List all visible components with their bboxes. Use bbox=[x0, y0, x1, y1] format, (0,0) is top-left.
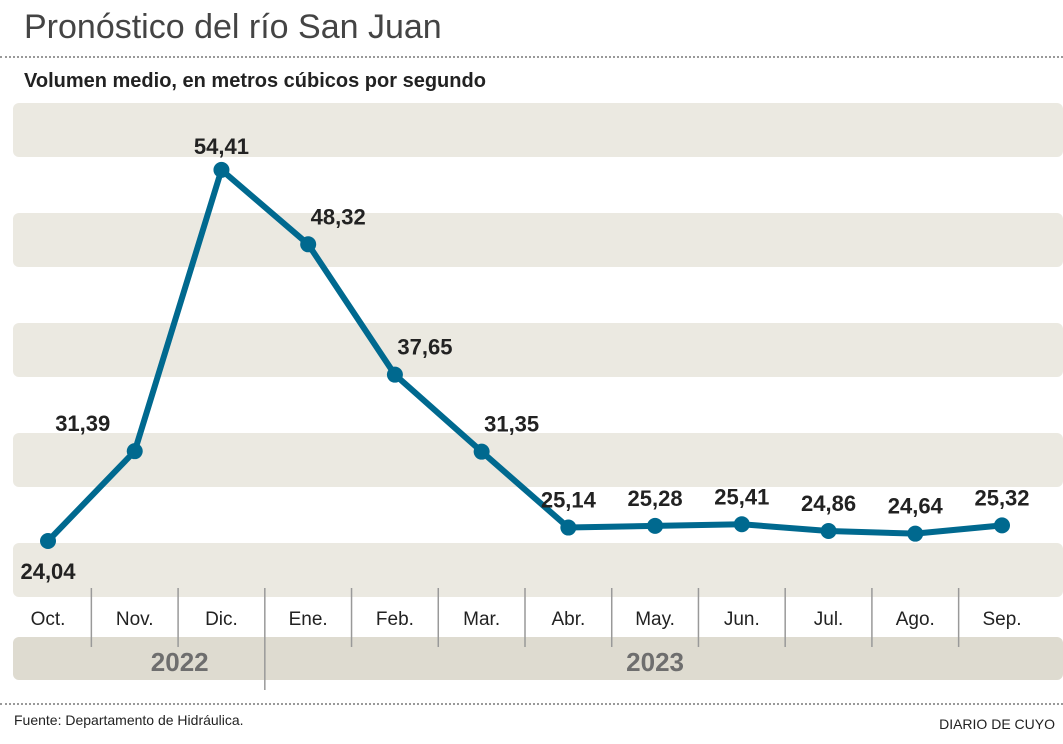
data-label: 24,04 bbox=[20, 559, 76, 584]
data-label: 25,28 bbox=[628, 486, 683, 511]
grid-band bbox=[13, 213, 1063, 267]
month-label: Mar. bbox=[463, 609, 500, 630]
grid-band bbox=[13, 433, 1063, 487]
data-point bbox=[994, 517, 1010, 534]
month-label: Jun. bbox=[724, 609, 760, 630]
month-label: Abr. bbox=[551, 609, 585, 630]
data-point bbox=[300, 236, 317, 253]
data-label: 31,35 bbox=[484, 412, 539, 437]
divider bbox=[0, 703, 1063, 705]
data-point bbox=[647, 517, 664, 534]
data-point bbox=[386, 366, 403, 383]
data-label: 37,65 bbox=[397, 335, 452, 360]
data-point bbox=[907, 525, 924, 542]
chart-title: Pronóstico del río San Juan bbox=[24, 8, 442, 46]
data-label: 25,41 bbox=[714, 484, 769, 509]
data-point bbox=[213, 161, 230, 178]
month-label: Nov. bbox=[116, 609, 154, 630]
data-label: 31,39 bbox=[55, 411, 110, 436]
data-point bbox=[820, 522, 837, 539]
month-label: Feb. bbox=[376, 609, 414, 630]
data-label: 25,14 bbox=[541, 488, 597, 513]
data-point bbox=[126, 443, 143, 460]
month-label: Dic. bbox=[205, 609, 238, 630]
data-point bbox=[40, 533, 56, 549]
month-label: May. bbox=[635, 609, 675, 630]
series-line bbox=[45, 166, 1003, 544]
data-label: 48,32 bbox=[311, 204, 366, 229]
chart-subtitle: Volumen medio, en metros cúbicos por seg… bbox=[24, 70, 486, 92]
grid-band bbox=[13, 323, 1063, 377]
brand-label: DIARIO DE CUYO bbox=[939, 716, 1055, 732]
month-label: Ene. bbox=[289, 609, 328, 630]
data-point bbox=[560, 519, 577, 536]
month-label: Jul. bbox=[814, 609, 844, 630]
month-label: Oct. bbox=[31, 609, 66, 630]
source-note: Fuente: Departamento de Hidráulica. bbox=[14, 712, 244, 728]
data-label: 24,64 bbox=[888, 494, 944, 519]
year-label: 2022 bbox=[151, 647, 209, 677]
line-chart: Oct. Nov. Dic. Ene. Feb. Mar. Abr. May. Jun. Jul.… bbox=[13, 103, 1063, 690]
year-label: 2023 bbox=[626, 647, 684, 677]
data-label: 25,32 bbox=[974, 485, 1029, 510]
year-band bbox=[13, 637, 1063, 680]
divider bbox=[0, 56, 1063, 58]
grid-band bbox=[13, 103, 1063, 157]
data-label: 54,41 bbox=[194, 134, 249, 159]
grid-band bbox=[13, 543, 1063, 597]
data-point bbox=[733, 516, 750, 533]
data-label: 24,86 bbox=[801, 491, 856, 516]
month-label: Sep. bbox=[982, 609, 1021, 630]
month-label: Ago. bbox=[896, 609, 935, 630]
data-point bbox=[473, 443, 490, 460]
